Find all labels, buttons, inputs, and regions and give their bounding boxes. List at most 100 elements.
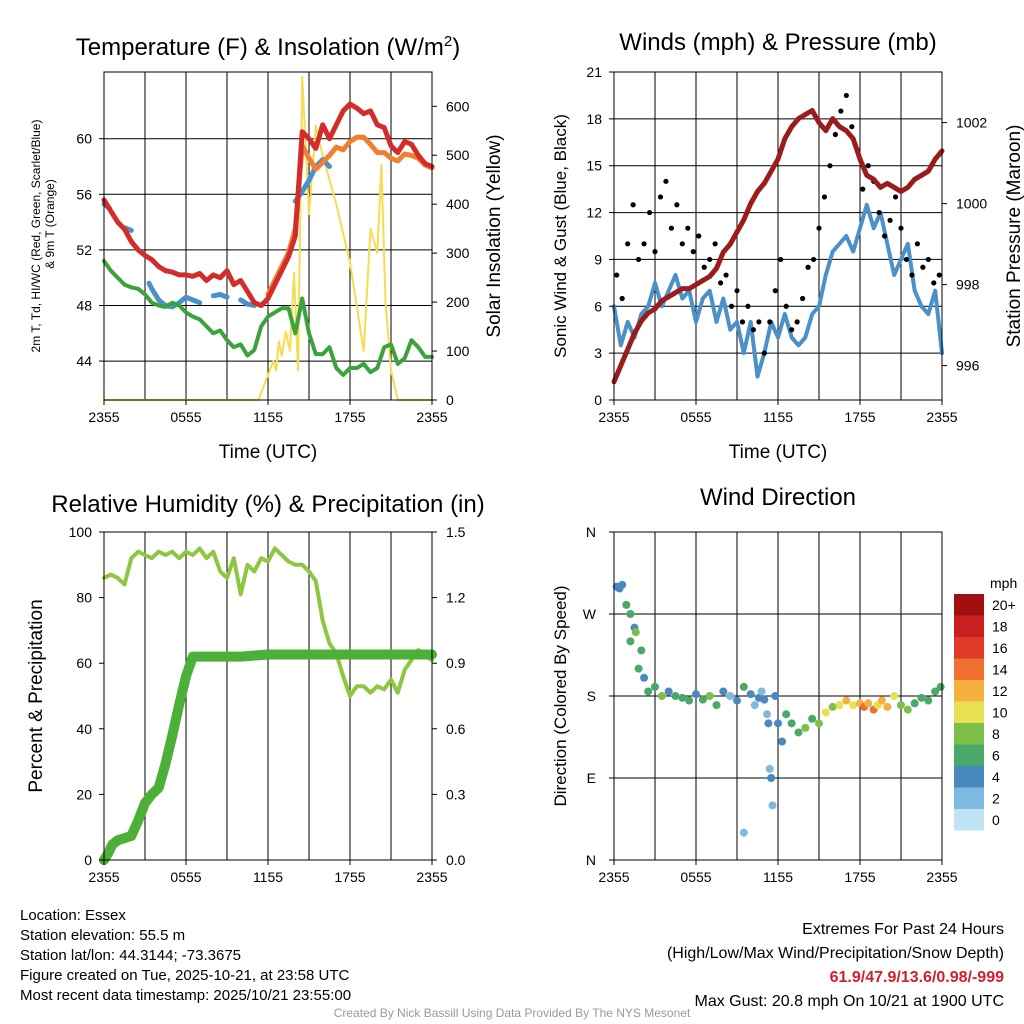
colorbar-swatch <box>954 615 984 637</box>
colorbar-title: mph <box>990 575 1017 591</box>
y2-tick-label: 998 <box>956 277 980 293</box>
direction-point <box>637 646 646 655</box>
y-tick-label: 52 <box>76 242 92 258</box>
direction-point <box>910 699 919 708</box>
direction-point <box>765 764 774 773</box>
series-line-temperature <box>101 101 435 308</box>
chart-title: Relative Humidity (%) & Precipitation (i… <box>51 491 484 518</box>
x-tick-label: 1755 <box>844 409 875 425</box>
gust-point <box>827 163 833 169</box>
x-tick-label: 0555 <box>680 869 711 885</box>
y-axis-label: Sonic Wind & Gust (Blue, Black) <box>551 114 570 358</box>
direction-point <box>726 692 735 700</box>
direction-point <box>739 682 748 691</box>
y2-tick-label: 0.3 <box>446 786 466 802</box>
y-axis-label: Direction (Colored By Speed) <box>551 585 570 806</box>
y2-tick-label: 100 <box>446 343 470 359</box>
direction-point <box>698 695 707 704</box>
recent-text: Most recent data timestamp: 2025/10/21 2… <box>20 987 352 1004</box>
colorbar-label: 4 <box>992 769 1000 785</box>
y-tick-label: 3 <box>594 345 602 361</box>
y-tick-label: W <box>583 606 597 622</box>
direction-point <box>705 692 714 700</box>
gust-point <box>685 225 691 231</box>
gust-point <box>619 295 625 302</box>
y2-axis-label: Solar Insolation (Yellow) <box>484 134 505 337</box>
x-tick-label: 2355 <box>88 409 119 425</box>
direction-point <box>794 728 803 737</box>
x-tick-label: 0555 <box>170 409 201 425</box>
colorbar-label: 2 <box>992 790 1000 806</box>
colorbar-label: 20+ <box>992 597 1016 613</box>
direction-point <box>678 693 687 702</box>
y-axis-label-line2: & 9m T (Orange) <box>43 179 57 269</box>
gust-point <box>909 272 915 278</box>
gust-point <box>821 194 828 200</box>
direction-point <box>782 710 791 719</box>
gust-point <box>636 256 642 263</box>
gust-point <box>712 241 718 247</box>
y-tick-label: 100 <box>69 524 93 540</box>
gust-point <box>876 209 882 216</box>
direction-point <box>763 710 772 719</box>
gust-point <box>690 249 696 255</box>
gust-point <box>789 327 795 333</box>
direction-point <box>771 692 780 700</box>
direction-point <box>842 696 851 705</box>
x-tick-label: 2355 <box>88 869 119 885</box>
series-line-dew-point <box>102 259 434 377</box>
max-gust-text: Max Gust: 20.8 mph On 10/21 at 1900 UTC <box>694 993 1005 1010</box>
gust-point <box>860 186 866 192</box>
direction-point <box>618 580 627 589</box>
y-tick-label: 56 <box>76 186 92 202</box>
direction-point <box>640 673 649 682</box>
direction-point <box>626 637 635 646</box>
y2-tick-label: 0.9 <box>446 655 466 671</box>
colorbar-label: 0 <box>992 812 1000 828</box>
direction-point <box>924 696 933 705</box>
x-tick-label: 0555 <box>680 409 711 425</box>
direction-point <box>828 702 837 711</box>
y-axis-label: 2m T, Td, HI/WC (Red, Green, Scarlet/Blu… <box>29 120 43 353</box>
station-info: Location: Essex Station elevation: 55.5 … <box>20 906 351 1006</box>
direction-point <box>768 801 777 810</box>
colorbar-swatch <box>954 809 984 831</box>
x-axis-label: Time (UTC) <box>729 442 828 463</box>
y-tick-label: 15 <box>586 158 602 174</box>
direction-point <box>903 705 912 714</box>
extremes-subtitle: (High/Low/Max Wind/Precipitation/Snow De… <box>666 945 1004 962</box>
colorbar-swatch <box>954 701 984 723</box>
direction-point <box>821 708 830 717</box>
series-line-station-pressure <box>611 108 945 385</box>
y-tick-label: 21 <box>586 64 602 80</box>
direction-point <box>815 719 823 728</box>
y2-tick-label: 400 <box>446 196 470 212</box>
direction-point <box>864 699 873 708</box>
y2-tick-label: 300 <box>446 245 470 261</box>
colorbar-label: 16 <box>992 640 1008 656</box>
y-tick-label: 20 <box>76 786 92 802</box>
direction-point <box>883 702 892 711</box>
y-tick-label: 40 <box>76 721 92 737</box>
x-tick-label: 2355 <box>598 409 629 425</box>
chart-title: Wind Direction <box>700 484 856 511</box>
direction-point <box>622 600 631 609</box>
gust-point <box>832 131 839 138</box>
gust-point <box>614 272 620 278</box>
colorbar-swatch <box>954 723 984 745</box>
gust-point <box>838 108 844 114</box>
direction-point <box>774 719 782 728</box>
gust-point <box>696 233 702 239</box>
series-line-precipitation <box>99 649 437 865</box>
y2-tick-label: 0.0 <box>446 852 466 868</box>
colorbar-swatch <box>954 594 984 616</box>
direction-point <box>931 687 940 696</box>
gust-point <box>630 202 636 208</box>
y2-tick-label: 0 <box>446 392 454 408</box>
gust-point <box>810 256 817 263</box>
direction-point <box>671 692 680 700</box>
colorbar-swatch <box>954 658 984 680</box>
y2-tick-label: 1002 <box>956 115 987 131</box>
y2-tick-label: 1.5 <box>446 524 466 540</box>
created-text: Figure created on Tue, 2025-10-21, at 23… <box>20 967 350 984</box>
